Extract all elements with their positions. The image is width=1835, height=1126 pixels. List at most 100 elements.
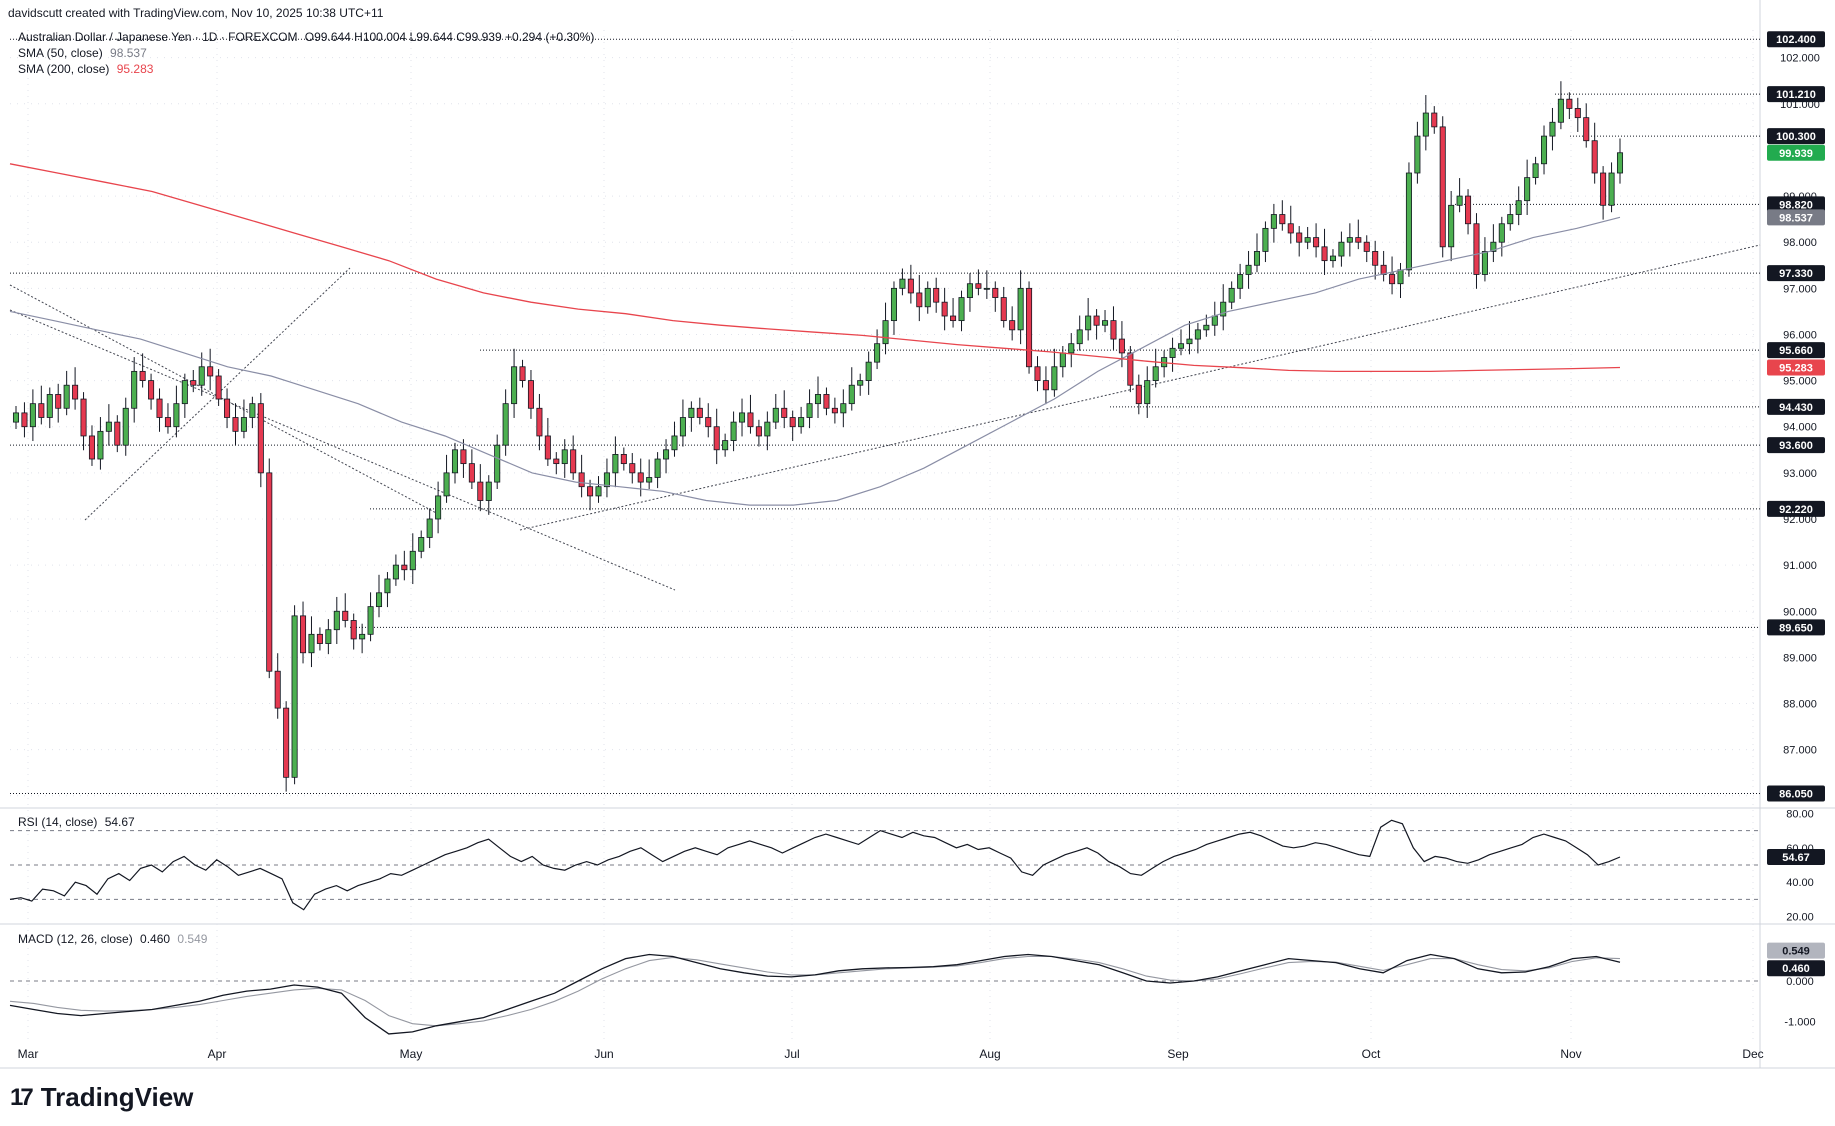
candle-body	[443, 472, 450, 497]
candle-body	[1203, 324, 1210, 331]
candle-body	[907, 278, 914, 294]
candle-body	[190, 380, 197, 386]
candle-body	[350, 620, 357, 640]
price-label-badge	[1767, 437, 1825, 454]
candle-body	[1296, 232, 1303, 243]
candle-body	[139, 370, 146, 381]
price-label: 100.300	[1776, 131, 1816, 143]
candle-body	[1549, 121, 1556, 137]
sma50-line	[9, 216, 1621, 506]
candle-body	[1532, 163, 1539, 179]
candle-body	[435, 495, 442, 520]
candle-body	[1228, 287, 1235, 303]
candle-body	[814, 394, 822, 405]
candle-body	[966, 283, 973, 298]
candle-body	[1355, 237, 1362, 243]
candle-body	[63, 384, 70, 409]
candle-body	[266, 472, 273, 672]
candle-body	[1169, 347, 1176, 358]
candle-body	[409, 550, 416, 571]
x-tick-label: Oct	[1362, 1047, 1381, 1061]
candle-body	[173, 403, 180, 428]
candle-body	[283, 707, 290, 778]
sma200-legend: SMA (200, close) 95.283	[18, 62, 153, 76]
price-label: 98.820	[1779, 199, 1813, 211]
candle-body	[198, 366, 205, 386]
price-label-badge	[1767, 86, 1825, 103]
price-label: 99.939	[1779, 148, 1813, 160]
candle-body	[1152, 366, 1159, 381]
candle-body	[1498, 223, 1505, 243]
candle-body	[55, 394, 62, 409]
candle-body	[806, 403, 813, 418]
price-label: 92.220	[1779, 504, 1813, 516]
candle-body	[1068, 343, 1075, 354]
candle-body	[1481, 251, 1488, 275]
price-label-badge	[1767, 785, 1825, 802]
candle-body	[1051, 366, 1058, 391]
candle-body	[1583, 117, 1590, 142]
candle-body	[713, 426, 720, 451]
candle-body	[38, 403, 45, 418]
candle-body	[1000, 297, 1007, 322]
symbol-legend: Australian Dollar / Japanese Yen · 1D · …	[18, 30, 594, 44]
candle-body	[1329, 255, 1336, 262]
candle-body	[333, 610, 340, 631]
candle-body	[1102, 320, 1109, 326]
candle-body	[1574, 108, 1581, 119]
y-tick-label: 97.000	[1783, 283, 1817, 295]
candle-body	[1127, 352, 1134, 386]
candle-body	[316, 633, 323, 644]
candle-body	[679, 417, 686, 437]
symbol-name: Australian Dollar / Japanese Yen · 1D · …	[18, 30, 298, 44]
candle-body	[1431, 112, 1438, 128]
candle-body	[511, 366, 518, 405]
y-tick-label: 90.000	[1783, 606, 1817, 618]
candle-body	[1110, 320, 1117, 340]
chart-credit: davidscutt created with TradingView.com,…	[8, 6, 384, 20]
candle-body	[21, 412, 28, 428]
rsi-y-tick-label: 80.00	[1786, 808, 1814, 820]
candle-body	[764, 421, 771, 437]
rsi-value-label: 54.67	[1782, 852, 1810, 864]
tradingview-logo-icon: 17	[10, 1083, 34, 1111]
macd-y-tick-label: -1.000	[1784, 1017, 1815, 1029]
candle-body	[1363, 241, 1370, 252]
candle-body	[367, 606, 374, 635]
price-label: 98.537	[1779, 212, 1813, 224]
candle-body	[983, 287, 990, 290]
candle-body	[207, 366, 214, 377]
price-label-badge	[1767, 342, 1825, 359]
candle-body	[131, 370, 138, 409]
signal-value-badge	[1767, 942, 1825, 959]
rsi-label: RSI (14, close)	[18, 815, 98, 829]
candle-body	[1093, 315, 1100, 326]
candle-body	[975, 283, 982, 289]
y-tick-label: 89.000	[1783, 652, 1817, 664]
tradingview-logo[interactable]: 17 TradingView	[10, 1082, 193, 1113]
candle-body	[561, 449, 568, 465]
candle-body	[595, 486, 602, 497]
candle-body	[1372, 251, 1379, 266]
y-tick-label: 91.000	[1783, 560, 1817, 572]
candle-body	[536, 407, 543, 437]
chart-svg[interactable]: MarAprMayJunJulAugSepOctNovDec86.00087.0…	[0, 0, 1835, 1075]
candle-body	[122, 407, 129, 446]
sma50-label: SMA (50, close)	[18, 46, 103, 60]
price-label-badge	[1767, 398, 1825, 415]
y-tick-label: 92.000	[1783, 514, 1817, 526]
candle-body	[798, 417, 805, 428]
price-label-badge	[1767, 265, 1825, 282]
candle-body	[789, 417, 796, 428]
candle-body	[772, 407, 779, 423]
candle-body	[1304, 237, 1311, 243]
y-tick-label: 94.000	[1783, 422, 1817, 434]
candle-body	[1524, 177, 1531, 202]
sma50-value: 98.537	[110, 46, 147, 60]
candle-body	[291, 615, 298, 778]
candle-body	[865, 361, 872, 381]
candle-body	[1313, 237, 1320, 248]
candle-body	[1541, 135, 1548, 165]
candle-body	[257, 403, 264, 474]
candle-body	[992, 287, 999, 298]
